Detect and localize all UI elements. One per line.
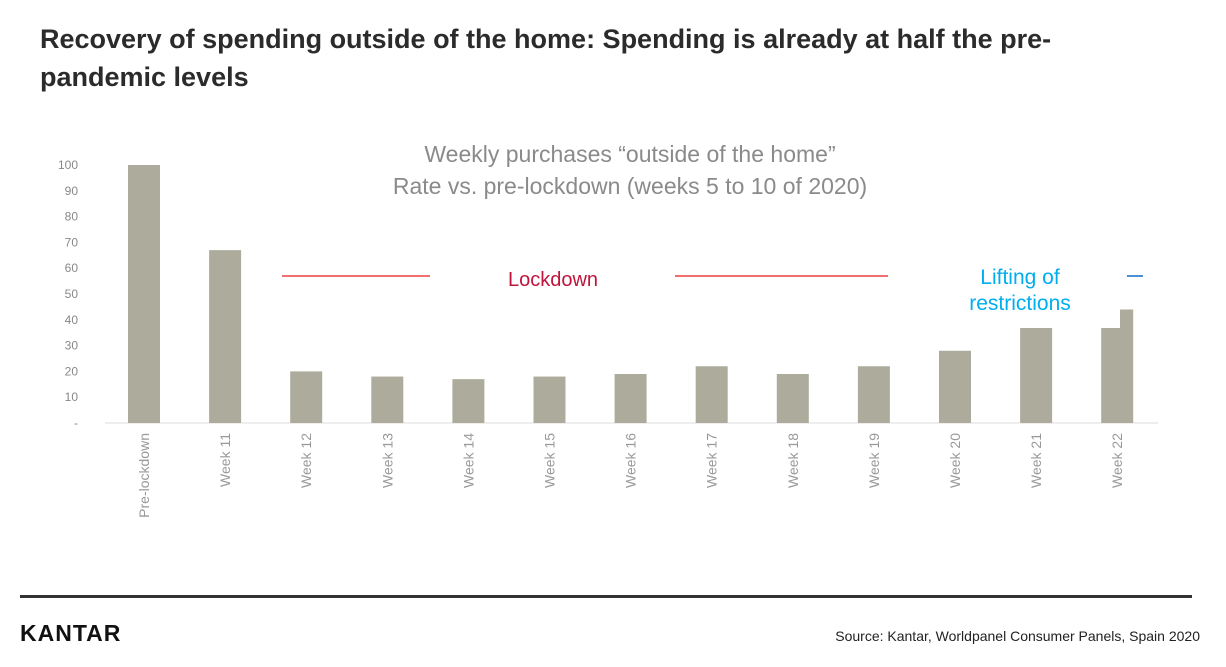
- page-title: Recovery of spending outside of the home…: [40, 24, 1052, 92]
- x-tick-label: Week 11: [217, 433, 233, 487]
- y-tick-label: 60: [65, 261, 79, 275]
- x-tick-label: Week 14: [460, 433, 476, 488]
- y-tick-label: 100: [58, 158, 78, 172]
- x-tick-label: Week 15: [542, 433, 558, 488]
- y-tick-label: 50: [65, 287, 79, 301]
- footer-divider: [20, 595, 1192, 598]
- x-tick-label: Week 20: [947, 433, 963, 488]
- bar: [939, 350, 971, 423]
- y-tick-label: 40: [65, 313, 79, 327]
- lifting-label: restrictions: [969, 292, 1071, 315]
- bar: [614, 373, 647, 423]
- y-tick-label: 10: [65, 390, 79, 404]
- bar: [209, 250, 242, 423]
- lifting-label: Lifting of: [980, 266, 1060, 289]
- x-tick-label: Week 17: [704, 433, 720, 488]
- kantar-logo: KANTAR: [20, 620, 122, 646]
- x-tick-label: Pre-lockdown: [136, 433, 152, 518]
- lockdown-label: Lockdown: [508, 269, 598, 291]
- x-tick-label: Week 21: [1028, 433, 1044, 488]
- y-tick-label: 80: [65, 210, 79, 224]
- bar: [857, 366, 890, 423]
- source-note: Source: Kantar, Worldpanel Consumer Pane…: [835, 628, 1200, 644]
- bar: [533, 376, 566, 423]
- x-tick-label: Week 16: [623, 433, 639, 488]
- chart-title-block: Weekly purchases “outside of the home” R…: [300, 138, 960, 202]
- x-tick-label: Week 22: [1109, 433, 1125, 488]
- y-tick-label: 90: [65, 184, 79, 198]
- chart-title: Weekly purchases “outside of the home”: [424, 141, 836, 167]
- bar: [1020, 327, 1053, 423]
- bar: [776, 373, 809, 423]
- bar: [128, 165, 160, 423]
- x-tick-label: Week 18: [785, 433, 801, 488]
- y-tick-label: 20: [65, 364, 79, 378]
- x-tick-label: Week 19: [866, 433, 882, 488]
- bar: [1101, 309, 1134, 423]
- bar: [452, 379, 485, 423]
- x-tick-label: Week 13: [379, 433, 395, 488]
- chart-subtitle: Rate vs. pre-lockdown (weeks 5 to 10 of …: [392, 173, 868, 199]
- annotation-background: [950, 258, 1120, 328]
- bar: [290, 371, 323, 423]
- y-tick-label: 30: [65, 339, 79, 353]
- bar: [371, 376, 404, 423]
- y-tick-label: -: [74, 416, 78, 430]
- x-tick-label: Week 12: [298, 433, 314, 488]
- bar: [695, 366, 728, 423]
- y-tick-label: 70: [65, 235, 79, 249]
